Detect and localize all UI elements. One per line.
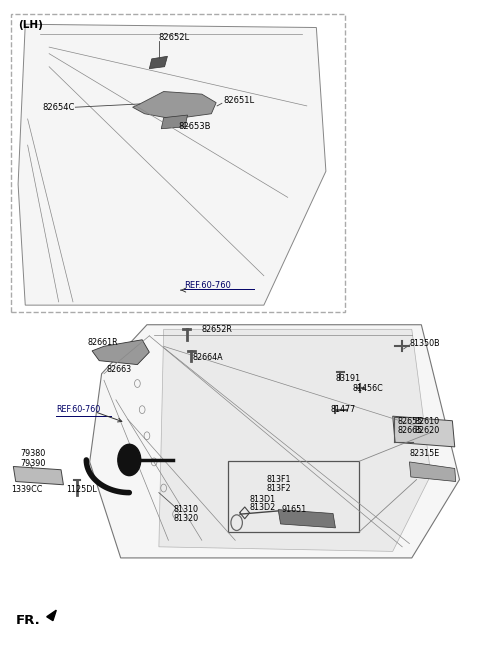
Text: 83191: 83191 [336, 374, 360, 383]
Polygon shape [13, 466, 63, 485]
Text: 79380: 79380 [21, 449, 46, 458]
Text: 82655: 82655 [397, 417, 423, 426]
Text: 813D1: 813D1 [250, 495, 276, 504]
Text: 82664A: 82664A [192, 353, 223, 362]
Text: 91651: 91651 [282, 505, 307, 514]
Text: FR.: FR. [16, 614, 40, 627]
Text: 82610: 82610 [414, 417, 439, 426]
Text: 82661R: 82661R [87, 338, 118, 347]
Text: 81477: 81477 [331, 405, 356, 414]
Polygon shape [132, 92, 216, 119]
Polygon shape [92, 340, 149, 365]
Text: 82663: 82663 [107, 365, 132, 374]
Text: REF.60-760: REF.60-760 [184, 281, 230, 290]
Text: 79390: 79390 [21, 459, 46, 468]
Polygon shape [159, 329, 431, 552]
Text: 813F1: 813F1 [266, 475, 291, 484]
Text: 82652R: 82652R [202, 325, 233, 335]
Text: 81310: 81310 [173, 505, 198, 514]
Text: 1125DL: 1125DL [66, 485, 96, 495]
Text: 813F2: 813F2 [266, 483, 291, 493]
Circle shape [118, 444, 141, 476]
Text: 82651L: 82651L [223, 96, 254, 105]
Text: 82653B: 82653B [178, 122, 210, 131]
Text: 82665: 82665 [397, 426, 423, 435]
Polygon shape [90, 325, 459, 558]
Text: (LH): (LH) [18, 20, 43, 30]
Polygon shape [149, 56, 168, 69]
Text: 81350B: 81350B [409, 338, 440, 348]
Text: 1339CC: 1339CC [11, 485, 42, 495]
Polygon shape [18, 24, 326, 305]
Text: 82315E: 82315E [409, 449, 440, 458]
Polygon shape [409, 462, 456, 482]
Bar [11, 14, 345, 312]
Polygon shape [161, 115, 188, 129]
Polygon shape [278, 510, 336, 528]
Text: 81320: 81320 [173, 514, 198, 523]
Text: REF.60-760: REF.60-760 [56, 405, 100, 414]
Text: 81456C: 81456C [352, 384, 383, 392]
Text: 82654C: 82654C [42, 103, 74, 112]
Text: 813D2: 813D2 [250, 503, 276, 512]
Text: 82652L: 82652L [159, 33, 190, 42]
Bar [228, 461, 360, 532]
Text: 82620: 82620 [414, 426, 439, 435]
Polygon shape [393, 416, 455, 447]
Polygon shape [47, 610, 56, 621]
